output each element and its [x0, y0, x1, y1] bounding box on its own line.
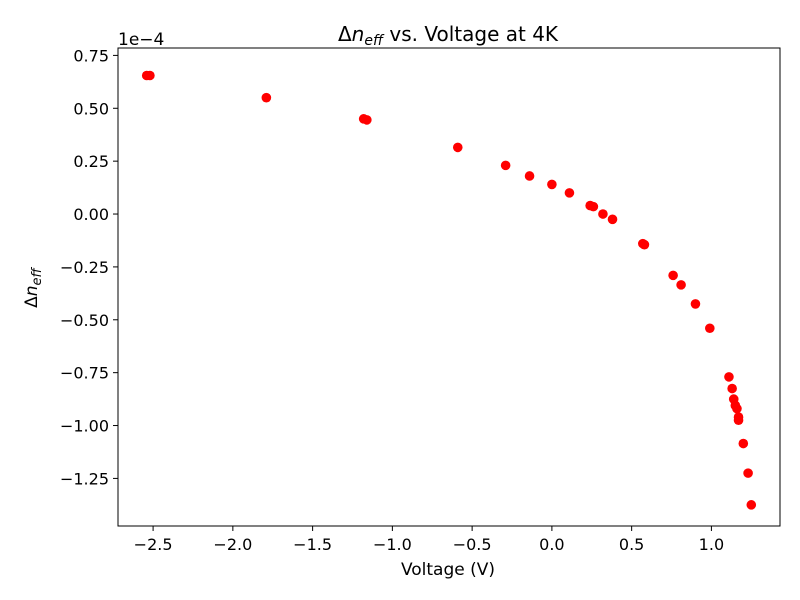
- data-point: [732, 403, 742, 414]
- data-point: [564, 188, 575, 198]
- y-tick-label: 0.00: [73, 205, 109, 224]
- data-point: [724, 372, 734, 382]
- data-point: [746, 500, 757, 510]
- x-tick-label: 0.0: [539, 535, 564, 554]
- chart-title: Δneff vs. Voltage at 4K: [338, 22, 559, 49]
- y-tick-label: 0.50: [73, 99, 109, 118]
- x-tick-label: 1.0: [699, 535, 724, 554]
- data-point: [261, 92, 272, 103]
- data-point: [668, 270, 678, 281]
- data-point: [145, 70, 155, 81]
- data-point: [676, 280, 686, 290]
- x-tick-label: −0.5: [453, 535, 492, 554]
- data-point: [639, 239, 650, 250]
- y-tick-label: −0.75: [60, 364, 109, 383]
- svg-text:Δneff: Δneff: [22, 266, 45, 307]
- ylabel-subscript: eff: [30, 266, 45, 285]
- svg-text:Δneff vs. Voltage at 4K: Δneff vs. Voltage at 4K: [338, 22, 559, 49]
- y-tick-label: 0.75: [73, 46, 109, 65]
- data-point: [500, 160, 511, 171]
- axis-ticks: −2.5 −2.0 −1.5 −1.0 −0.5 0.0 0.5 1.0 0.75 0.50 0.2…: [60, 46, 724, 554]
- data-points: [141, 70, 757, 510]
- y-offset-label: 1e−4: [118, 30, 164, 50]
- data-point: [743, 468, 753, 478]
- title-subscript: eff: [364, 33, 385, 49]
- data-point: [690, 299, 701, 309]
- y-axis-label: Δneff: [22, 266, 45, 307]
- title-rest: vs. Voltage at 4K: [383, 22, 559, 46]
- x-tick-label: 0.5: [619, 535, 644, 554]
- data-point: [452, 142, 463, 153]
- x-tick-label: −2.5: [134, 535, 173, 554]
- data-point: [524, 171, 535, 181]
- y-tick-label: −1.25: [60, 469, 109, 488]
- title-symbol: Δ: [338, 22, 352, 46]
- y-tick-label: −1.00: [60, 417, 109, 436]
- title-var: n: [352, 22, 365, 46]
- data-point: [588, 201, 599, 212]
- data-point: [598, 209, 608, 219]
- data-point: [733, 415, 744, 426]
- data-point: [705, 323, 715, 334]
- y-tick-label: −0.25: [60, 258, 109, 277]
- y-tick-label: −0.50: [60, 311, 109, 330]
- data-point: [727, 383, 737, 394]
- ylabel-symbol: Δ: [22, 296, 42, 308]
- x-axis-label: Voltage (V): [401, 560, 495, 580]
- x-tick-label: −2.0: [213, 535, 252, 554]
- plot-frame: [117, 47, 781, 527]
- ylabel-var: n: [22, 285, 42, 296]
- y-tick-label: 0.25: [73, 152, 109, 171]
- x-tick-label: −1.0: [373, 535, 412, 554]
- x-tick-label: −1.5: [293, 535, 332, 554]
- data-point: [547, 179, 557, 190]
- data-point: [607, 214, 618, 225]
- data-point: [362, 115, 372, 125]
- data-point: [738, 438, 749, 449]
